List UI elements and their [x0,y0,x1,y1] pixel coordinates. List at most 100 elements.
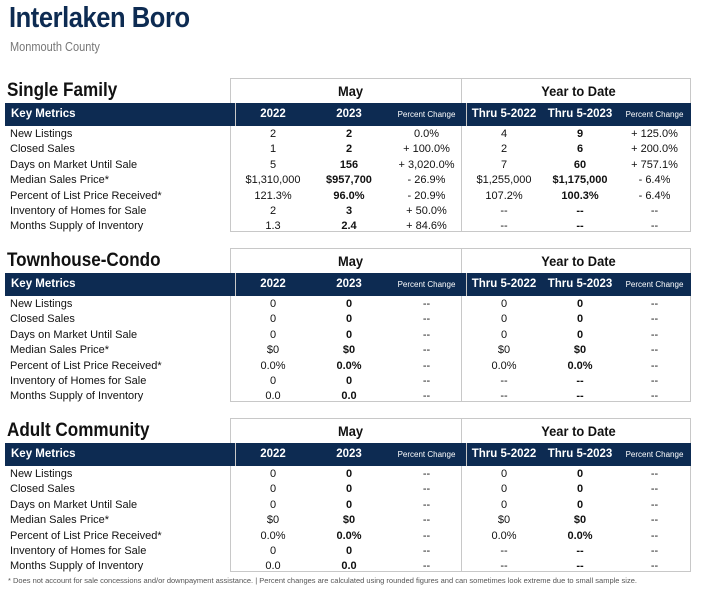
column-header: Thru 5-2022 [471,278,537,290]
metric-label: Closed Sales [10,483,75,496]
metric-value: 6 [576,143,584,156]
metric-value: -- [500,205,508,217]
column-header-row: Key Metrics 2022 2023 Percent Change Thru 5-… [5,273,691,296]
metric-value: -- [500,375,508,387]
metric-value: 0 [576,298,584,310]
metric-value: 0 [345,375,353,387]
header-divider [235,273,236,296]
metric-label: Inventory of Homes for Sale [10,545,147,557]
metric-value: 9 [576,128,584,140]
metric-value: 0 [269,313,277,326]
county-subtitle: Monmouth County [10,40,100,54]
metric-label: Days on Market Until Sale [10,498,138,511]
column-header: 2022 [260,108,286,120]
metric-value: 121.3% [254,189,292,202]
metric-value: -- [650,483,659,496]
metric-value: -- [500,560,508,573]
table-row: Closed Sales 0 0 -- 0 0 -- [5,312,691,327]
metric-value: $0 [573,514,587,527]
metric-value: 0 [345,468,353,480]
table-row: Inventory of Homes for Sale 0 0 -- -- -- -- [5,374,691,389]
table-row: New Listings 0 0 -- 0 0 -- [5,297,691,312]
metric-value: -- [422,298,431,310]
metric-value: 0 [269,545,277,557]
metric-value: 0 [345,298,353,310]
key-metrics-header: Key Metrics [11,278,76,290]
metric-value: 5 [269,158,277,171]
table-row: New Listings 0 0 -- 0 0 -- [5,467,691,482]
metric-value: 2 [269,205,277,217]
column-header: Percent Change [625,110,684,119]
metric-value: 107.2% [485,189,523,202]
table-row: Days on Market Until Sale 5 156 + 3,020.0% 7… [5,158,691,173]
group-divider [461,419,462,571]
section-frame [230,248,691,402]
metric-value: 0 [576,498,584,511]
metric-label: Months Supply of Inventory [10,390,144,403]
table-row: Months Supply of Inventory 0.0 0.0 -- -- -- -- [5,559,691,574]
metric-value: -- [650,220,659,233]
metric-value: 0 [269,375,277,387]
metric-label: New Listings [10,128,73,140]
metric-value: -- [650,328,659,341]
metric-value: $0 [573,344,587,357]
header-divider [235,443,236,466]
group-ytd-label: Year to Date [541,253,616,269]
metric-value: -- [576,560,584,573]
metric-value: $957,700 [326,174,372,187]
column-header: Percent Change [397,280,456,289]
metric-value: 0 [345,328,353,341]
metric-value: -- [650,205,659,217]
column-header-row: Key Metrics 2022 2023 Percent Change Thru 5-… [5,103,691,126]
metric-value: -- [422,359,431,372]
metric-value: -- [500,220,508,233]
column-header: 2023 [336,448,362,460]
metric-value: -- [422,328,431,341]
metric-value: $1,255,000 [476,174,532,187]
table-row: Closed Sales 0 0 -- 0 0 -- [5,482,691,497]
metric-value: -- [422,529,431,542]
column-header-row: Key Metrics 2022 2023 Percent Change Thru 5-… [5,443,691,466]
section-title: Adult Community [7,420,150,441]
group-divider [461,79,462,231]
metric-value: -- [576,220,584,233]
header-divider [466,443,467,466]
metric-value: -- [422,390,431,403]
metric-value: 2 [500,143,508,156]
metric-value: 0.0% [336,529,362,542]
column-header: Percent Change [397,450,456,459]
table-row: New Listings 2 2 0.0% 4 9 + 125.0% [5,127,691,142]
footnote: * Does not account for sale concessions … [8,576,637,585]
metric-value: -- [650,514,659,527]
metric-value: 0 [576,328,584,341]
metric-value: 0 [345,498,353,511]
table-row: Median Sales Price* $0 $0 -- $0 $0 -- [5,513,691,528]
metric-label: Percent of List Price Received* [10,529,162,542]
metric-value: -- [650,498,659,511]
metric-value: - 6.4% [638,189,671,202]
table-row: Days on Market Until Sale 0 0 -- 0 0 -- [5,498,691,513]
table-row: Median Sales Price* $1,310,000 $957,700 - 2… [5,173,691,188]
metric-value: 0.0 [265,560,281,573]
metric-value: 0 [345,313,353,326]
metric-value: 0 [269,498,277,511]
metric-value: -- [576,390,584,403]
column-header: 2022 [260,448,286,460]
column-header: Thru 5-2022 [471,448,537,460]
metric-value: -- [650,298,659,310]
metric-value: -- [422,514,431,527]
table-row: Months Supply of Inventory 0.0 0.0 -- -- -- -- [5,389,691,404]
metric-value: 0.0% [491,529,517,542]
metric-value: + 50.0% [406,205,447,217]
metric-value: 0.0 [341,390,357,403]
metric-value: 0 [345,483,353,496]
metric-label: Inventory of Homes for Sale [10,375,147,387]
table-row: Closed Sales 1 2 + 100.0% 2 6 + 200.0% [5,142,691,157]
metric-value: -- [500,390,508,403]
metric-value: -- [422,498,431,511]
group-month-label: May [337,83,364,99]
table-row: Inventory of Homes for Sale 0 0 -- -- -- -- [5,544,691,559]
metric-value: 0.0% [413,128,440,140]
column-header: Thru 5-2022 [471,108,537,120]
table-row: Percent of List Price Received* 121.3% 96.… [5,189,691,204]
